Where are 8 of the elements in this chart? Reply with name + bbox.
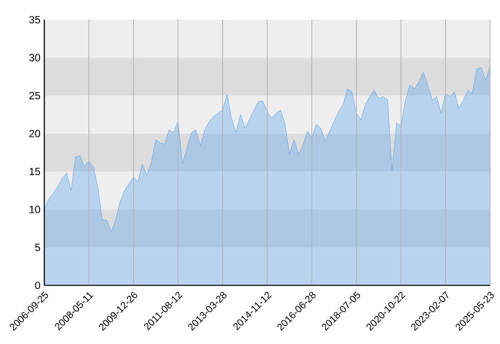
y-tick-label: 5 xyxy=(35,244,40,251)
y-tick-label: 15 xyxy=(30,168,40,175)
y-tick-label: 10 xyxy=(30,206,40,213)
y-tick-label: 0 xyxy=(35,281,40,289)
y-tick-label: 30 xyxy=(29,54,40,62)
y-tick-label: 35 xyxy=(29,16,40,24)
y-tick-label: 25 xyxy=(29,92,40,100)
y-tick-label: 20 xyxy=(29,130,40,138)
